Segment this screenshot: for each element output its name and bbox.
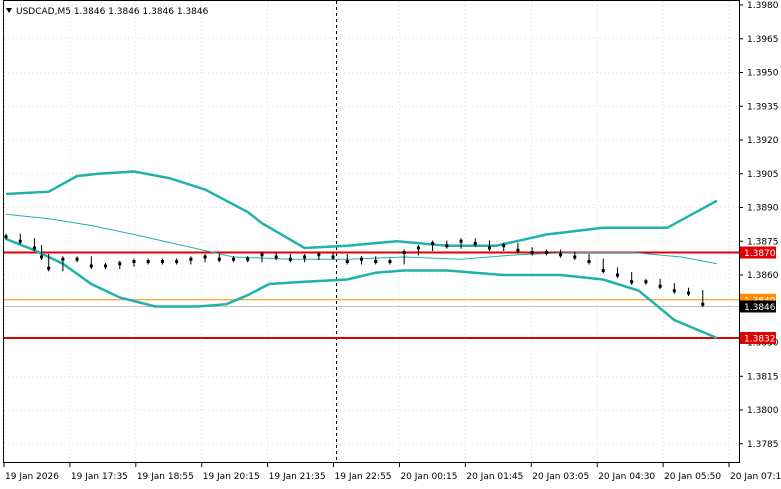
y-tick-label: 1.3875 <box>747 237 779 247</box>
price-point <box>331 255 335 259</box>
grid <box>3 1 739 463</box>
price-axis[interactable]: 1.3980 1.3965 1.3950 1.3935 1.3920 1.3905 1.38… <box>739 1 779 450</box>
y-tick-label: 1.3965 <box>747 35 779 45</box>
price-point <box>18 239 22 243</box>
price-point <box>516 248 520 252</box>
price-point <box>701 302 705 306</box>
price-point <box>288 257 292 261</box>
price-point <box>687 291 691 295</box>
bollinger-bands <box>5 170 718 340</box>
price-point <box>559 253 563 257</box>
price-point <box>203 255 207 259</box>
price-point <box>61 257 65 261</box>
price-point <box>303 255 307 259</box>
x-tick-label: 19 Jan 17:35 <box>71 472 128 482</box>
price-badge-label: 1.3832 <box>744 335 776 345</box>
price-series <box>4 233 705 308</box>
price-point <box>544 251 548 254</box>
price-point <box>146 260 150 263</box>
price-point <box>118 262 122 266</box>
price-point <box>32 246 36 250</box>
price-point <box>246 257 250 261</box>
price-point <box>630 280 634 284</box>
price-badge <box>740 300 776 313</box>
y-tick-label: 1.3905 <box>747 170 779 180</box>
price-point <box>260 253 264 257</box>
x-tick-label: 19 Jan 20:15 <box>203 472 260 482</box>
x-tick-label: 20 Jan 04:30 <box>598 472 655 482</box>
time-axis[interactable]: 19 Jan 2026 19 Jan 17:35 19 Jan 18:55 19 Ja… <box>3 463 781 482</box>
price-point <box>132 260 136 263</box>
x-tick-label: 19 Jan 21:35 <box>269 472 326 482</box>
price-point <box>40 255 44 259</box>
price-point <box>615 273 619 277</box>
y-tick-label: 1.3800 <box>747 406 779 416</box>
y-tick-label: 1.3950 <box>747 69 779 79</box>
price-point <box>232 257 236 261</box>
y-tick-label: 1.3860 <box>747 271 779 281</box>
x-tick-label: 19 Jan 22:55 <box>335 472 392 482</box>
y-tick-label: 1.3890 <box>747 204 779 214</box>
bollinger-lower-line <box>5 237 718 340</box>
x-tick-label: 19 Jan 18:55 <box>137 472 194 482</box>
price-point <box>104 264 108 268</box>
x-tick-label: 20 Jan 00:15 <box>400 472 457 482</box>
price-point <box>473 242 477 245</box>
price-point <box>502 244 506 248</box>
price-point <box>587 260 591 263</box>
price-point <box>573 255 577 259</box>
price-point <box>388 260 392 263</box>
chart-header: USDCAD,M5 1.3846 1.3846 1.3846 1.3846 <box>6 7 209 17</box>
price-badge-label: 1.3870 <box>744 249 776 259</box>
x-tick-label: 20 Jan 03:05 <box>532 472 589 482</box>
x-tick-label: 20 Jan 07:10 <box>730 472 781 482</box>
y-tick-label: 1.3815 <box>747 372 779 382</box>
price-point <box>317 253 321 257</box>
y-tick-label: 1.3785 <box>747 440 779 450</box>
price-point <box>175 260 179 263</box>
x-tick-label: 20 Jan 05:50 <box>664 472 721 482</box>
price-point <box>160 260 164 263</box>
price-badge-label: 1.3846 <box>744 303 776 313</box>
y-tick-label: 1.3935 <box>747 102 779 112</box>
triangle-down-icon[interactable] <box>6 8 12 13</box>
price-point <box>416 246 420 250</box>
y-tick-label: 1.3980 <box>747 1 779 11</box>
price-point <box>345 260 349 263</box>
price-point <box>601 269 605 272</box>
price-point <box>530 251 534 254</box>
price-point <box>402 251 406 254</box>
bollinger-upper-line <box>5 170 718 250</box>
price-point <box>487 246 491 250</box>
price-point <box>644 280 648 284</box>
price-point <box>445 244 449 248</box>
price-point <box>4 235 8 239</box>
x-tick-label: 20 Jan 01:45 <box>466 472 523 482</box>
price-point <box>89 264 93 268</box>
price-point <box>459 239 463 243</box>
price-point <box>360 257 363 261</box>
plot-frame <box>3 0 740 463</box>
price-point <box>189 257 193 261</box>
price-point <box>217 257 221 261</box>
price-badge <box>740 246 776 259</box>
price-point <box>374 260 378 263</box>
price-badge <box>740 332 776 344</box>
price-point <box>431 242 435 245</box>
price-point <box>658 284 662 288</box>
x-tick-label: 19 Jan 2026 <box>5 472 59 482</box>
price-point <box>75 257 79 261</box>
y-tick-label: 1.3920 <box>747 136 779 146</box>
price-point <box>47 266 51 270</box>
symbol-title: USDCAD,M5 1.3846 1.3846 1.3846 1.3846 <box>16 7 209 17</box>
price-point <box>672 289 676 293</box>
price-point <box>274 255 278 259</box>
